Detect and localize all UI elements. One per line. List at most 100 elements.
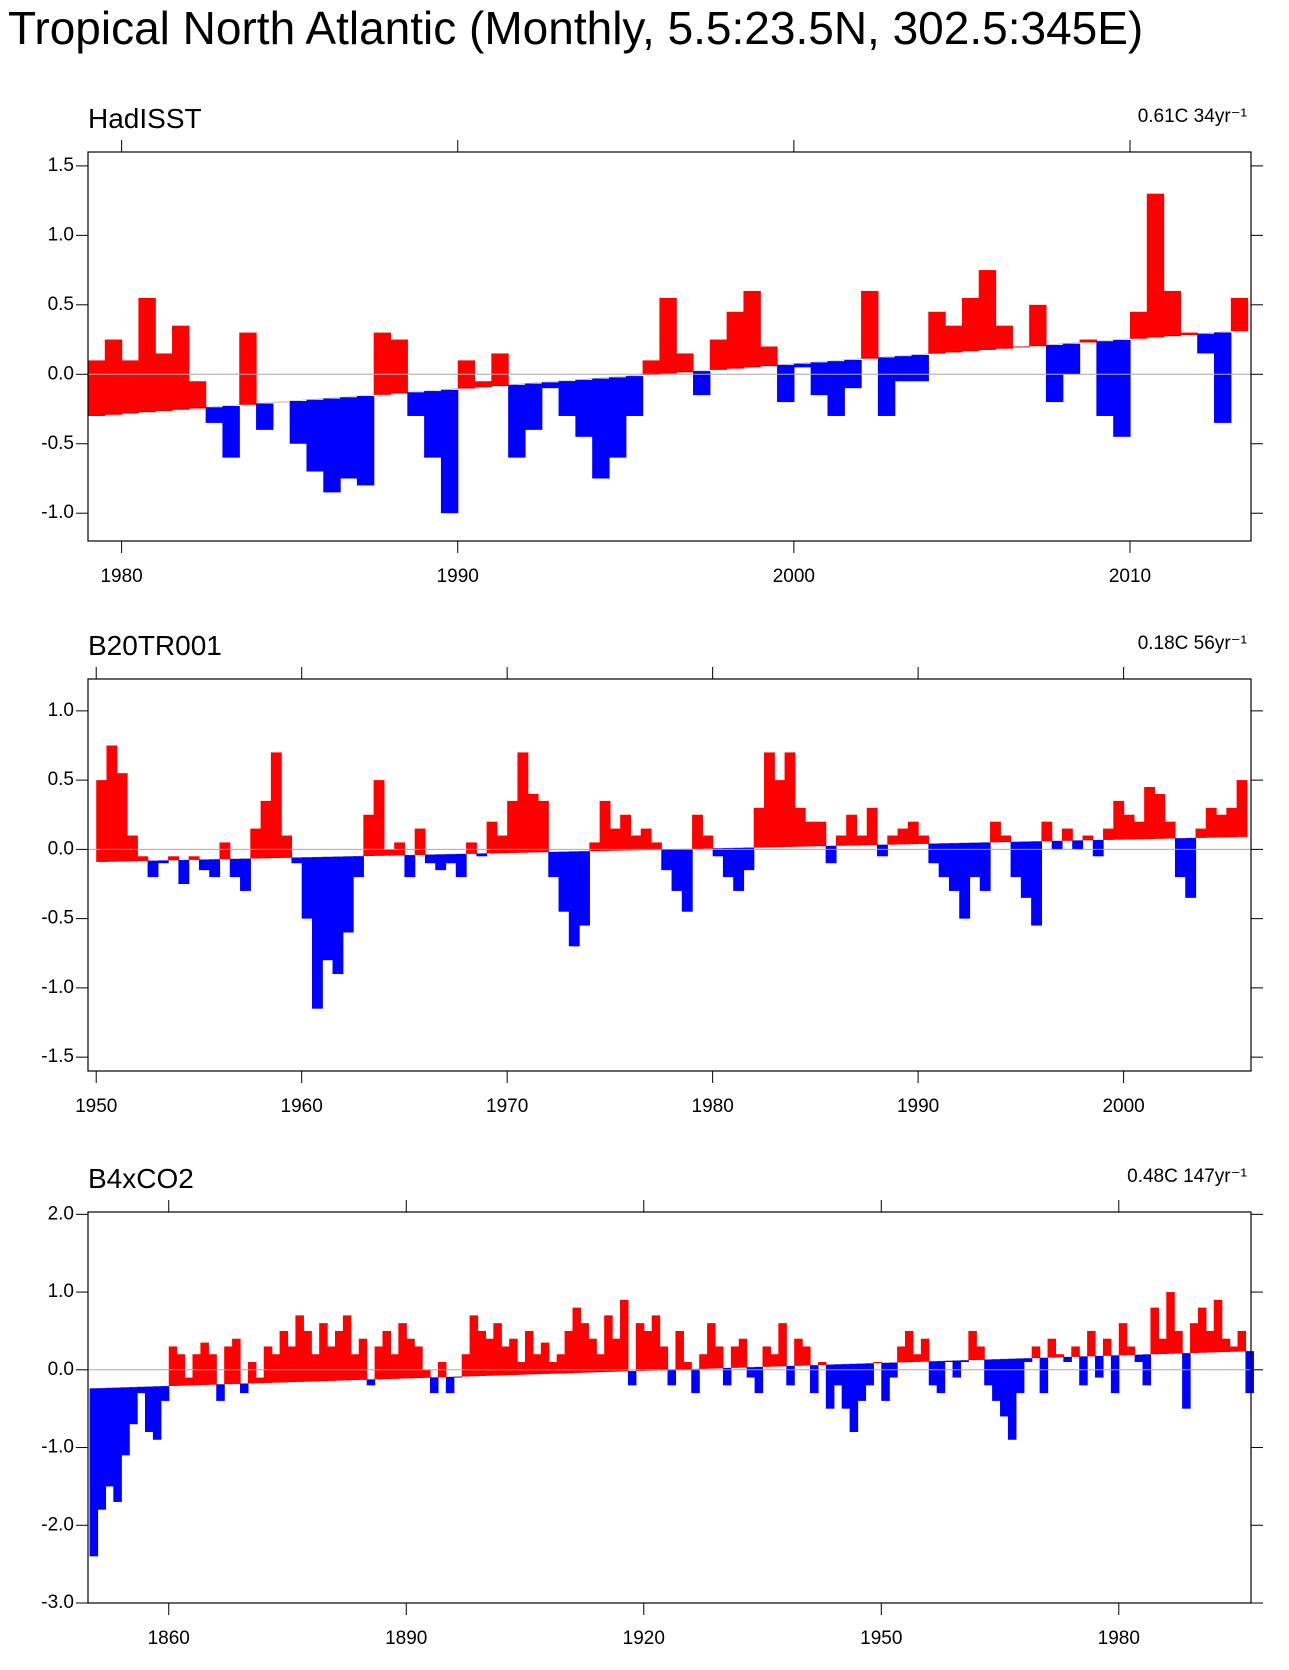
- anomaly-bar: [1041, 821, 1053, 842]
- anomaly-bar: [1195, 828, 1207, 838]
- x-tick-label: 1950: [860, 1628, 902, 1649]
- anomaly-bar: [743, 847, 755, 871]
- anomaly-bar: [1213, 1299, 1223, 1353]
- anomaly-bar: [172, 325, 190, 410]
- anomaly-bar: [873, 1362, 882, 1364]
- anomaly-bar: [474, 381, 492, 388]
- anomaly-bar: [145, 1386, 154, 1432]
- anomaly-bar: [693, 371, 711, 396]
- anomaly-bar: [805, 821, 816, 847]
- anomaly-bar: [291, 857, 303, 864]
- anomaly-bar: [627, 1371, 637, 1386]
- anomaly-bar: [928, 1361, 938, 1386]
- anomaly-bar: [667, 1369, 677, 1386]
- anomaly-bar: [575, 379, 593, 437]
- anomaly-bar: [127, 835, 138, 862]
- anomaly-bar: [802, 1346, 811, 1366]
- anomaly-bar: [952, 1360, 962, 1378]
- anomaly-bar: [1146, 193, 1165, 338]
- anomaly-bar: [184, 1377, 194, 1386]
- anomaly-bar: [764, 752, 775, 848]
- anomaly-bar: [198, 859, 210, 871]
- anomaly-bar: [281, 835, 293, 858]
- anomaly-bar: [1166, 1292, 1175, 1354]
- anomaly-bar: [897, 1346, 906, 1363]
- anomaly-bar: [1103, 828, 1114, 840]
- anomaly-bar: [762, 1346, 772, 1367]
- x-tick-label: 1980: [100, 566, 142, 587]
- anomaly-bar: [205, 407, 224, 423]
- anomaly-bar: [643, 1330, 653, 1371]
- x-tick-label: 1860: [148, 1628, 190, 1649]
- anomaly-bar: [188, 381, 207, 409]
- anomaly-bar: [486, 821, 498, 854]
- plot-frame: [87, 1211, 1252, 1604]
- anomaly-bar: [493, 1323, 502, 1376]
- anomaly-bar: [1154, 793, 1166, 839]
- anomaly-bar: [815, 821, 827, 847]
- anomaly-bar: [260, 800, 272, 859]
- anomaly-bar: [129, 1387, 138, 1425]
- anomaly-bar: [817, 1362, 827, 1365]
- anomaly-bar: [116, 773, 128, 862]
- anomaly-bar: [527, 793, 539, 853]
- anomaly-bar: [907, 821, 919, 845]
- anomaly-bar: [239, 332, 257, 405]
- y-tick-label: -0.5: [41, 908, 74, 929]
- y-tick-label: -2.0: [41, 1514, 74, 1535]
- y-tick-label: -0.5: [41, 433, 74, 454]
- anomaly-bar: [1236, 780, 1248, 837]
- anomaly-bar: [342, 1315, 352, 1381]
- anomaly-bar: [424, 391, 442, 458]
- anomaly-bar: [287, 1346, 297, 1383]
- anomaly-bar: [435, 854, 447, 871]
- anomaly-bar: [106, 745, 118, 862]
- anomaly-bar: [537, 800, 549, 853]
- anomaly-bar: [358, 1338, 368, 1380]
- anomaly-bar: [786, 1365, 795, 1386]
- anomaly-bar: [342, 856, 354, 933]
- trend-line: [96, 836, 1237, 863]
- anomaly-bar: [501, 1346, 510, 1376]
- anomaly-bar: [995, 325, 1013, 349]
- anomaly-bar: [1134, 1354, 1144, 1363]
- anomaly-bar: [303, 1330, 312, 1382]
- anomaly-bar: [825, 1364, 835, 1409]
- anomaly-bar: [200, 1342, 209, 1385]
- anomaly-bar: [659, 1346, 669, 1371]
- anomaly-bar: [247, 1362, 257, 1384]
- anomaly-bar: [1190, 1323, 1199, 1353]
- anomaly-bar: [928, 311, 946, 354]
- anomaly-bar: [517, 1362, 526, 1375]
- anomaly-bar: [635, 1323, 645, 1371]
- anomaly-bar: [295, 1315, 304, 1382]
- anomaly-bar: [651, 1315, 661, 1371]
- anomaly-bar: [911, 354, 929, 382]
- anomaly-bar: [1197, 333, 1215, 354]
- anomaly-bar: [1110, 1355, 1120, 1394]
- x-tick-label: 1920: [623, 1628, 665, 1649]
- anomaly-bar: [612, 1338, 621, 1372]
- anomaly-bar: [541, 382, 560, 389]
- anomaly-bar: [1126, 1346, 1136, 1355]
- anomaly-bar: [256, 403, 274, 430]
- anomaly-bar: [579, 851, 590, 926]
- anomaly-bar: [88, 360, 106, 416]
- anomaly-bar: [912, 1354, 922, 1362]
- trend-annotation: 0.48C 147yr⁻¹: [1127, 1166, 1247, 1187]
- anomaly-bar: [398, 1323, 407, 1379]
- anomaly-bar: [1245, 1351, 1254, 1394]
- anomaly-bar: [1047, 1338, 1057, 1358]
- anomaly-bar: [976, 1346, 985, 1360]
- anomaly-bar: [877, 844, 888, 857]
- anomaly-bar: [1000, 1359, 1009, 1417]
- anomaly-bar: [1226, 807, 1238, 838]
- anomaly-bar: [1237, 1330, 1247, 1352]
- anomaly-bar: [810, 362, 829, 396]
- anomaly-bar: [969, 842, 981, 878]
- anomaly-bar: [944, 1360, 954, 1363]
- anomaly-bar: [961, 297, 980, 352]
- anomaly-bar: [794, 1338, 803, 1366]
- anomaly-bar: [168, 1346, 178, 1386]
